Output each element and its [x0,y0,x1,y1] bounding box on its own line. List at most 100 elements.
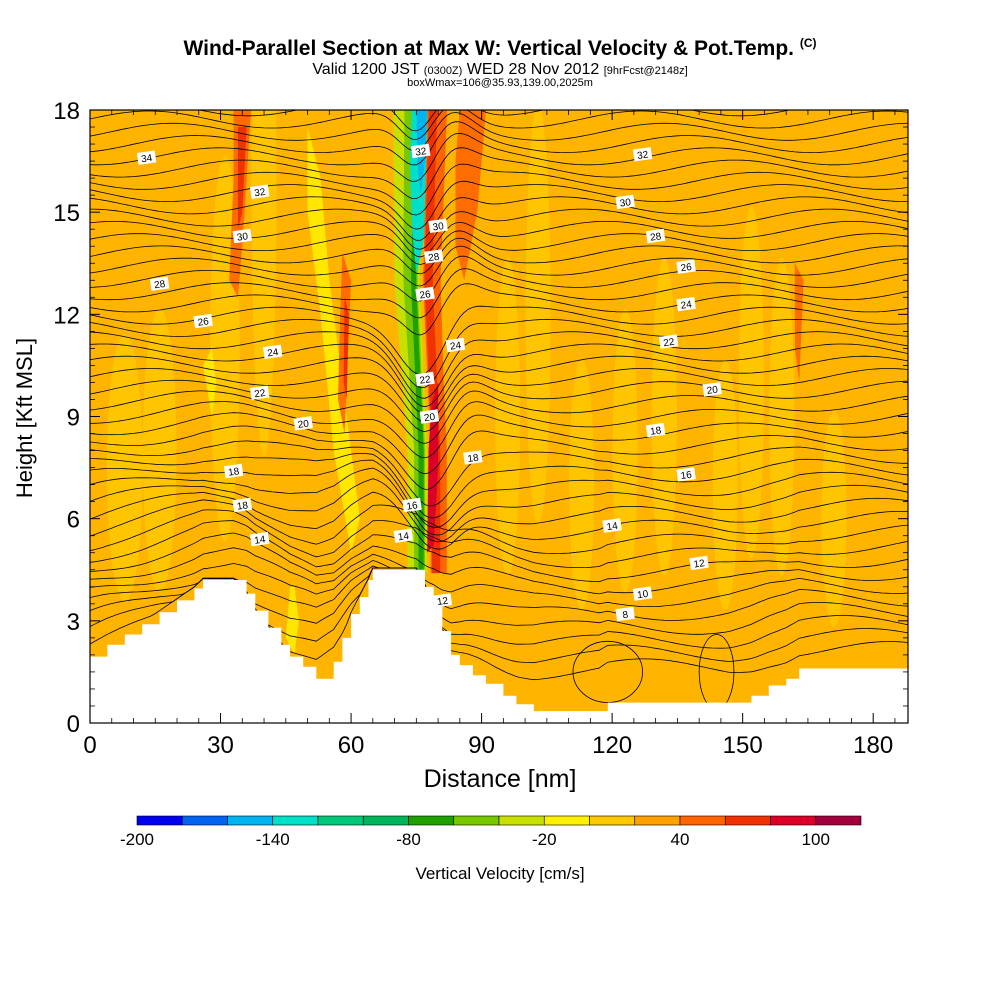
isentrope-line [90,230,908,265]
isentrope-label: 26 [415,286,435,302]
isentrope-label-box [632,586,653,601]
isentrope-label-text: 22 [663,337,676,350]
isentrope-label: 18 [645,422,666,438]
isentrope-label-box [415,371,435,387]
isentrope-line [90,509,908,568]
colorbar-tick-label: -80 [396,830,421,849]
valid-zulu: (0300Z) [423,65,463,77]
x-tick-label: 180 [853,732,893,759]
isentrope-line [90,440,908,507]
isentrope-label-text: 24 [267,347,280,360]
isentrope-label-box [676,259,696,274]
isentrope-label: 32 [632,147,653,163]
colorbar-swatch [770,815,817,826]
colorbar-tick-label: -20 [532,830,557,849]
isentrope-label-text: 16 [680,470,693,483]
isentrope-label: 16 [676,467,696,482]
isentrope-label: 16 [402,497,422,513]
isentrope-label: 24 [676,296,696,312]
isentrope-line [90,491,908,550]
isentrope-label-box [423,249,444,264]
isentrope-label: 30 [615,194,635,210]
isentrope-label: 10 [632,586,653,602]
colorbar-swatch [724,815,771,826]
isentrope-line [90,180,908,230]
isentrope-label-text: 14 [606,521,619,534]
isentrope-label-text: 28 [650,231,663,244]
isentrope-line [197,110,792,132]
isentrope-line [90,379,908,433]
colorbar-swatch [136,815,183,826]
isentrope-label-text: 32 [637,150,650,163]
isentrope-line [90,196,908,241]
isentrope-label: 22 [658,334,679,350]
isentrope-label-box [645,228,666,244]
colorbar-swatch [272,815,319,826]
isentrope-label-text: 30 [432,221,445,234]
isentrope-line [90,499,908,555]
isentrope-label-box [645,422,666,438]
near-zero-region [203,348,217,417]
isentrope-label-box [419,409,440,424]
isentrope-line [90,467,908,536]
isentrope-label: 28 [423,249,444,264]
isentrope-label-text: 26 [680,262,693,275]
colorbar-swatch [181,815,228,826]
y-tick-label: 18 [53,98,80,125]
isentrope-line [90,390,908,444]
isentrope-label-box [615,194,635,210]
colorbar-tick-label: -200 [120,830,154,849]
isentrope-label-text: 30 [236,231,249,244]
colorbar-swatch [362,815,409,826]
isentrope-label-box [223,463,244,479]
isentrope-label-text: 26 [419,289,432,302]
near-zero-region [307,127,360,553]
y-tick-label: 0 [67,711,80,738]
isentrope-label-box [615,606,635,622]
closed-contour [572,640,643,703]
isentrope-line [90,245,908,287]
weak-updraft-band [525,110,551,525]
isentrope-label: 18 [223,463,244,479]
weak-updraft-band [821,410,847,627]
isentrope-label-text: 12 [693,558,706,571]
isentrope-label: 22 [249,385,270,400]
isentrope-label-text: 16 [406,500,419,513]
isentrope-line [90,237,908,275]
colorbar-swatch [453,815,500,826]
terrain [90,569,908,723]
isentrope-label-text: 20 [423,412,436,425]
isentrope-line [90,221,908,258]
isentrope-line [90,401,908,459]
isentropes [90,110,908,710]
isentrope-label-text: 28 [154,279,167,292]
vertical-velocity-field: 34 32 30 28 26 24 22 20 18 18 14 32 30 28 26 24 22 20 18 16… [90,110,908,723]
isentrope-line [90,268,908,319]
moderate-updraft-streak [794,263,804,383]
isentrope-label-box [136,150,157,165]
isentrope-label-text: 24 [680,299,693,312]
isentrope-line [90,453,908,519]
isentrope-label-box [632,147,653,162]
weak-updraft-band [495,257,521,576]
isentrope-label: 30 [232,228,253,244]
isentrope-line [90,368,908,423]
isentrope-label: 8 [615,606,635,622]
y-tick-label: 15 [53,200,80,227]
isentrope-label-box [249,184,270,199]
valid-prefix: Valid 1200 JST [312,61,420,78]
isentrope-label: 18 [463,450,483,465]
isentrope-line [90,478,908,543]
isentrope-label-box [262,344,283,359]
isentrope-label: 24 [262,344,283,360]
colorbar-swatch [589,815,636,826]
x-tick-label: 150 [723,732,763,759]
isentrope-label: 32 [249,184,270,199]
y-axis-label: Height [Kft MSL] [12,337,37,499]
isentrope-line [90,283,908,336]
y-tick-label: 6 [67,507,80,534]
isentrope-label-text: 10 [637,589,650,602]
isentrope-label-box [232,228,253,244]
isentrope-line [90,412,908,475]
